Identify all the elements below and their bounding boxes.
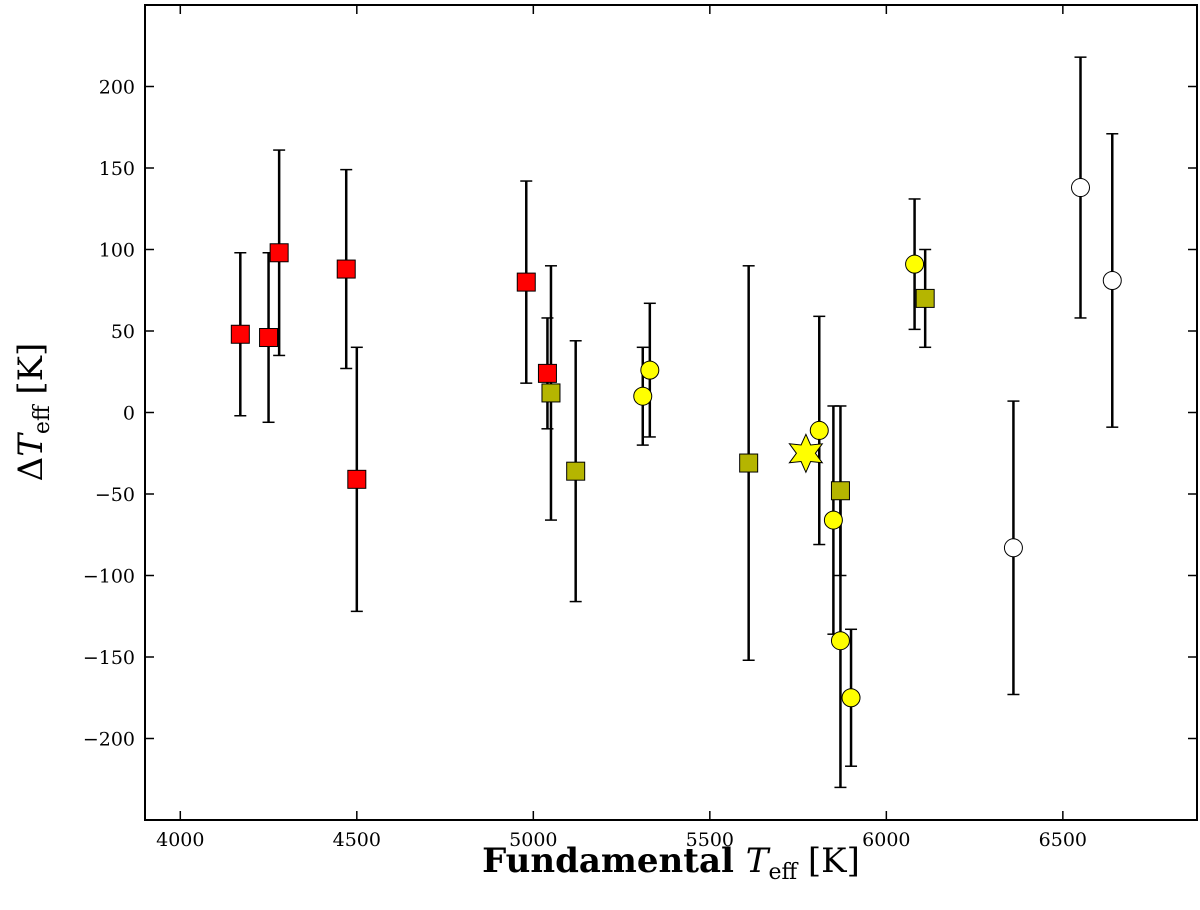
data-point-square xyxy=(347,469,367,489)
x-tick-label: 6000 xyxy=(862,829,910,851)
y-tick-label: 200 xyxy=(99,77,135,99)
x-tick-label: 5500 xyxy=(686,829,734,851)
data-markers xyxy=(230,178,1122,708)
y-axis-label-unit: [K] xyxy=(11,343,51,406)
data-point-square xyxy=(537,363,557,383)
y-tick-label: 50 xyxy=(111,321,135,343)
data-point-square xyxy=(830,481,850,501)
x-axis-label-symbol: T xyxy=(746,841,771,881)
y-tick-label: 0 xyxy=(123,403,135,425)
x-axis-label-unit: [K] xyxy=(797,841,860,881)
data-point-circle xyxy=(841,688,861,708)
tick-labels: 4000 4500 5000 5500 6000 6500 −200 −150 −100 −50 0… xyxy=(83,77,1087,852)
data-point-circle xyxy=(1003,538,1023,558)
data-point-square xyxy=(259,328,279,348)
data-point-circle xyxy=(830,631,850,651)
x-axis-label-sub: eff xyxy=(768,860,798,885)
error-bars xyxy=(234,56,1119,789)
x-tick-label: 4500 xyxy=(333,829,381,851)
y-tick-label: −150 xyxy=(83,647,135,669)
data-point-square xyxy=(269,243,289,263)
y-axis-label-symbol: T xyxy=(11,432,51,457)
x-tick-label: 5000 xyxy=(509,829,557,851)
y-tick-label: −50 xyxy=(95,484,135,506)
data-point-square xyxy=(230,324,250,344)
y-tick-label: 150 xyxy=(99,158,135,180)
data-point-square xyxy=(566,461,586,481)
x-tick-label: 4000 xyxy=(156,829,204,851)
data-point-circle xyxy=(809,420,829,440)
data-point-circle xyxy=(1071,178,1091,198)
data-point-square xyxy=(915,288,935,308)
data-point-square xyxy=(739,453,759,473)
data-point-circle xyxy=(1102,270,1122,290)
data-point-circle xyxy=(823,510,843,530)
data-point-square xyxy=(541,383,561,403)
data-point-circle xyxy=(905,254,925,274)
axis-ticks xyxy=(145,5,1197,820)
data-point-square xyxy=(336,259,356,279)
y-tick-label: 100 xyxy=(99,240,135,262)
x-axis-label-prefix: Fundamental xyxy=(482,841,746,881)
data-point-circle xyxy=(640,360,660,380)
y-tick-label: −200 xyxy=(83,729,135,751)
plot-frame xyxy=(144,4,1198,821)
data-point-circle xyxy=(633,386,653,406)
x-axis-label: Fundamental Teff [K] xyxy=(482,841,860,885)
data-point-square xyxy=(516,272,536,292)
y-axis-label: ΔTeff [K] xyxy=(11,343,55,482)
y-axis-label-sub: eff xyxy=(30,404,55,434)
x-tick-label: 6500 xyxy=(1039,829,1087,851)
y-axis-label-prefix: Δ xyxy=(11,457,51,482)
data-point-star xyxy=(788,433,824,474)
y-tick-label: −100 xyxy=(83,566,135,588)
